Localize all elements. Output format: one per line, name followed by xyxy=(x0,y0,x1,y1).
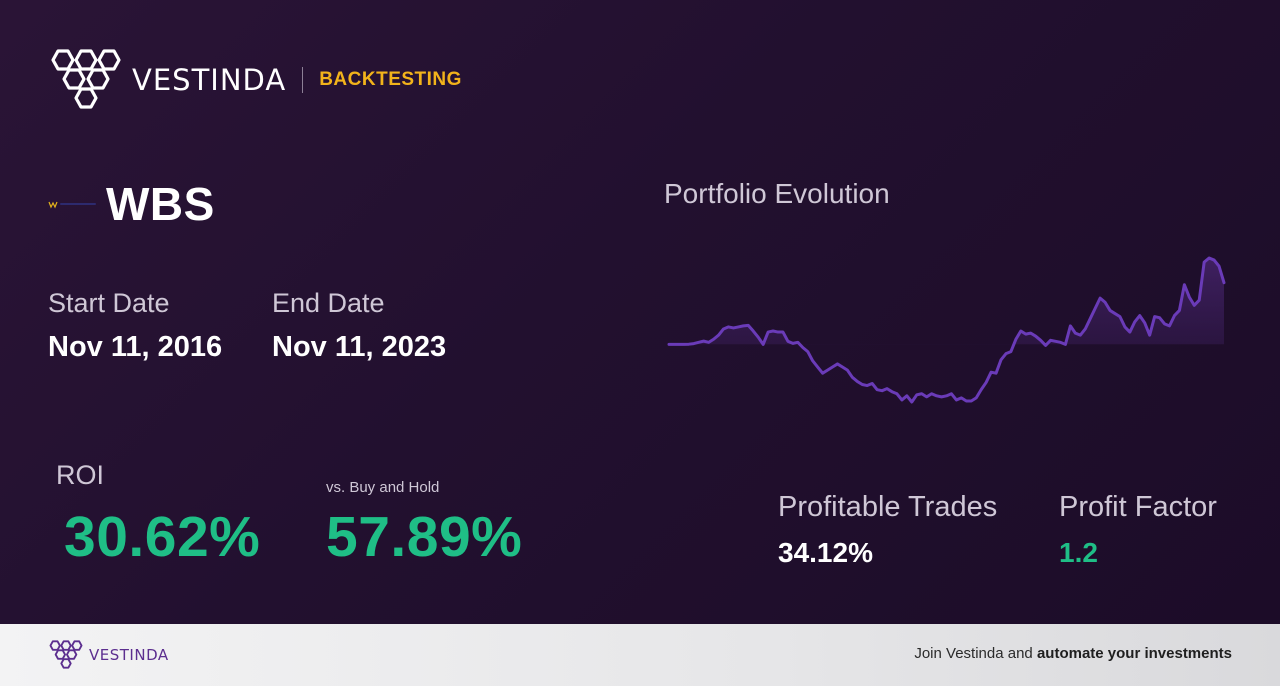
footer-brand[interactable]: VESTINDA xyxy=(48,638,169,672)
profit-factor-value: 1.2 xyxy=(1059,537,1098,568)
buy-hold-value: 57.89% xyxy=(326,505,523,569)
end-date-value: Nov 11, 2023 xyxy=(272,331,447,363)
footer-cta-prefix: Join Vestinda and xyxy=(914,645,1037,662)
footer-cta[interactable]: Join Vestinda and automate your investme… xyxy=(914,645,1232,662)
chart-title: Portfolio Evolution xyxy=(664,178,890,209)
end-date-block: End Date Nov 11, 2023 xyxy=(272,286,446,364)
start-date-block: Start Date Nov 11, 2016 xyxy=(48,286,222,364)
footer: VESTINDA Join Vestinda and automate your… xyxy=(0,624,1280,686)
brand-header: VESTINDA BACKTESTING xyxy=(48,46,462,114)
start-date-label: Start Date xyxy=(48,288,170,318)
footer-brand-name: VESTINDA xyxy=(89,646,169,664)
roi-label: ROI xyxy=(56,460,105,490)
end-date-label: End Date xyxy=(272,288,385,318)
vestinda-logo-icon xyxy=(51,49,121,109)
profitable-trades-value: 34.12% xyxy=(778,537,873,568)
vestinda-logo-icon xyxy=(49,640,83,669)
ticker-symbol: WBS xyxy=(106,178,215,230)
report-card: VESTINDA BACKTESTING WBS Start Date Nov … xyxy=(0,0,1280,624)
profitable-trades-label: Profitable Trades xyxy=(778,491,998,523)
portfolio-chart xyxy=(667,256,1226,404)
buy-hold-label: vs. Buy and Hold xyxy=(326,479,440,496)
brand-name: VESTINDA xyxy=(132,63,287,97)
footer-cta-bold: automate your investments xyxy=(1036,645,1232,662)
brand-divider xyxy=(302,67,304,93)
chart-area xyxy=(669,258,1224,345)
start-date-value: Nov 11, 2016 xyxy=(48,331,223,363)
profit-factor-label: Profit Factor xyxy=(1059,491,1217,523)
chart-line xyxy=(667,256,1226,404)
brand-tag: BACKTESTING xyxy=(319,69,462,90)
roi-value: 30.62% xyxy=(64,505,261,569)
ticker: WBS xyxy=(48,176,215,232)
company-logo-icon xyxy=(48,201,96,209)
